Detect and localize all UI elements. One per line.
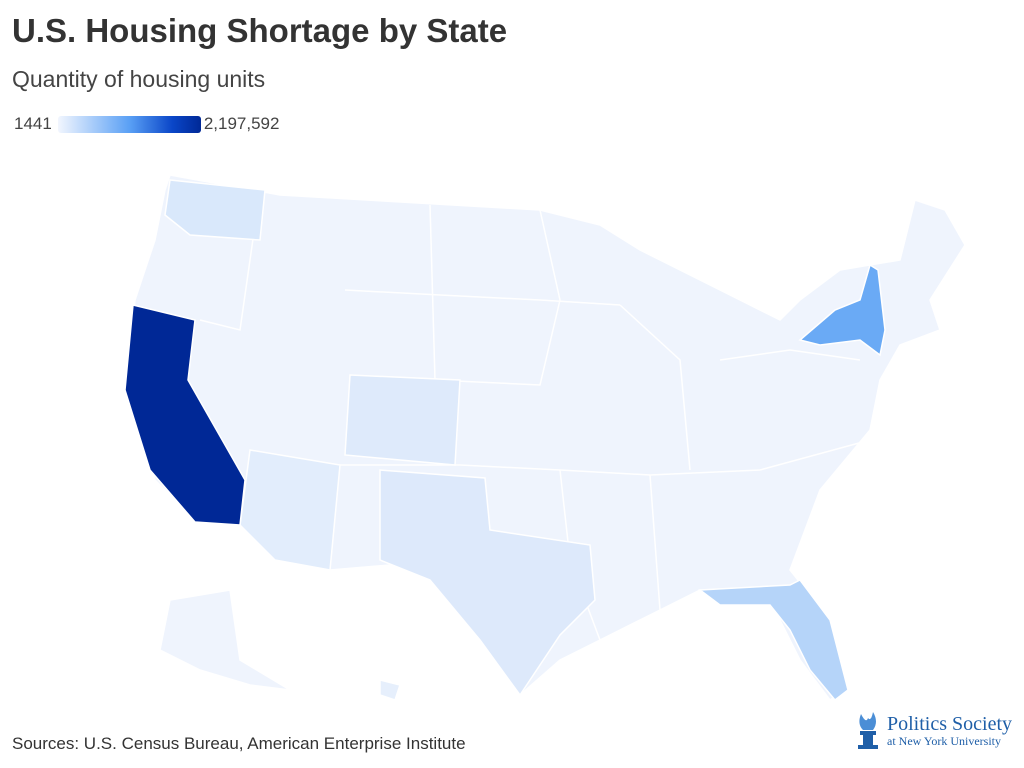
color-legend: 1441 2,197,592	[14, 114, 279, 134]
state-washington[interactable]	[164, 179, 266, 241]
state-hawaii[interactable]	[379, 679, 401, 701]
state-florida[interactable]	[697, 579, 849, 702]
state-new-york[interactable]	[798, 263, 886, 357]
subtitle: Quantity of housing units	[12, 66, 266, 92]
politics-society-logo: Politics Society at New York University	[855, 712, 1012, 750]
logo-line1: Politics Society	[887, 712, 1012, 735]
state-california[interactable]	[124, 304, 246, 526]
source-note: Sources: U.S. Census Bureau, American En…	[12, 734, 466, 753]
state-colorado[interactable]	[344, 374, 461, 466]
state-arizona[interactable]	[239, 449, 341, 571]
legend-max: 2,197,592	[203, 114, 280, 133]
legend-min: 1441	[14, 114, 52, 133]
logo-line2: at New York University	[887, 733, 1001, 748]
torch-icon	[858, 712, 878, 749]
page-title: U.S. Housing Shortage by State	[12, 12, 508, 49]
legend-gradient	[57, 115, 201, 133]
state-texas[interactable]	[379, 469, 596, 697]
state-alaska[interactable]	[159, 589, 291, 691]
